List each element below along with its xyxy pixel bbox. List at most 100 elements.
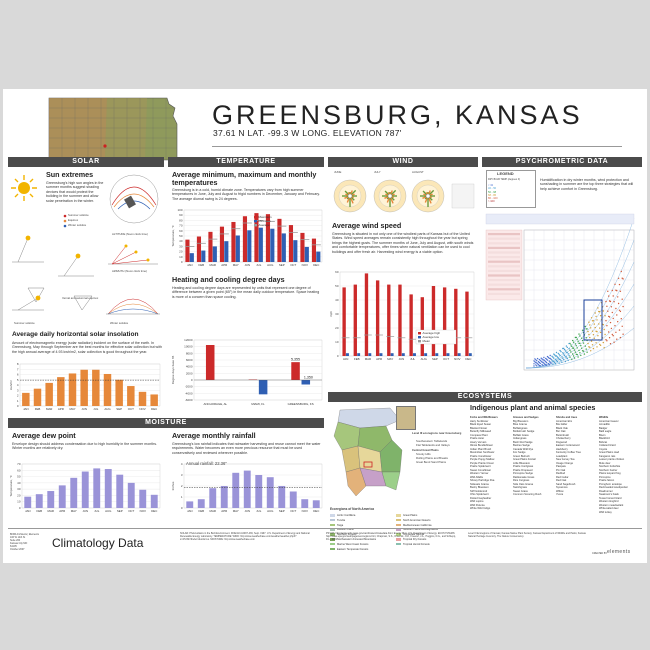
degree-days-heading: Heating and cooling degree days	[172, 275, 285, 284]
psych-data-point	[543, 356, 545, 359]
psych-data-point	[564, 350, 567, 352]
psych-rh-curve	[525, 261, 635, 369]
psych-data-point	[544, 363, 546, 365]
species-columns: Forbs and Wildflowers Hairy Sunflower Blac…	[470, 416, 642, 556]
sun-icon	[11, 175, 37, 201]
psych-data-point	[578, 342, 580, 344]
species-item: Osage Orange	[556, 461, 574, 465]
psych-strategy-row	[488, 246, 520, 249]
legend-label: Minimum	[259, 219, 272, 223]
eco-legend-label: Arctic Cordillera	[337, 514, 356, 517]
bar	[379, 353, 383, 356]
x-tick-label: APR	[58, 407, 64, 411]
psych-data-point	[615, 331, 617, 333]
psych-data-point	[619, 290, 622, 292]
psych-data-point	[611, 333, 613, 336]
species-item: Sweet Coneflower	[470, 468, 492, 472]
cooling-bar	[301, 380, 311, 385]
y-axis-label: Degree days base 65	[171, 355, 175, 384]
y-tick-label: 4000	[186, 365, 193, 369]
eco-legend-item: Taiga	[330, 524, 343, 527]
psych-data-point	[570, 344, 572, 346]
species-column-head: Shrubs and trees	[556, 416, 578, 419]
x-tick-label: NOV	[454, 357, 460, 361]
bar	[150, 394, 158, 406]
psych-data-point	[568, 348, 570, 350]
species-item: Porcupine	[599, 475, 611, 479]
eco-legend-swatch	[330, 523, 335, 527]
y-tick-label: 3	[181, 473, 183, 477]
y-tick-label: 0	[181, 260, 183, 264]
bar	[116, 474, 124, 508]
ecoregion	[345, 467, 367, 497]
y-tick-label: 60	[179, 229, 183, 233]
legend-swatch	[254, 224, 257, 227]
legend-swatch	[254, 220, 257, 223]
psych-data-point	[608, 337, 611, 339]
species-heading: Indigenous plant and animal species	[470, 403, 596, 412]
species-item: Stiff Goldenrod	[470, 489, 488, 493]
wind-chart: 0 10 20 30 40 50 60 JAN FEB MAR APR MAY JUN JUL AUG SEP…	[329, 270, 475, 361]
psych-data-point	[607, 290, 609, 292]
bar	[457, 353, 461, 356]
psych-data-point	[608, 300, 611, 302]
psych-data-point	[609, 343, 612, 345]
psych-data-point	[577, 340, 579, 342]
eco-legend-item: Northwestern Forested Mountains	[330, 538, 376, 541]
species-item: Prairie Cordgrass	[513, 465, 534, 468]
bar	[420, 297, 424, 356]
y-tick-label: -6000	[185, 398, 193, 402]
species-item: Bald eagle	[599, 430, 612, 433]
psych-data-point	[539, 359, 541, 362]
species-item: Showy Partridge Pea	[470, 479, 495, 482]
psych-data-point	[612, 295, 614, 297]
psych-data-point	[554, 361, 556, 364]
psych-data-point	[548, 360, 550, 362]
y-tick-label: 8	[17, 362, 19, 366]
psych-data-point	[561, 361, 563, 363]
bar	[58, 485, 66, 508]
species-item: Hackberry	[556, 447, 568, 451]
psych-legend-row: 32 - 50	[488, 187, 497, 191]
x-tick-label: JUL	[93, 407, 99, 411]
bar	[127, 386, 135, 406]
bar	[231, 221, 236, 262]
title-rule	[212, 146, 622, 147]
psych-data-point	[565, 351, 568, 353]
bar	[219, 226, 225, 262]
psych-data-point	[611, 289, 613, 292]
species-item: Pin Oak	[556, 468, 566, 472]
psych-data-point	[580, 354, 582, 357]
y-tick-label: 20	[179, 250, 183, 254]
x-tick-label: OCT	[290, 263, 296, 267]
species-column-head: Grasses and Sedges	[513, 416, 539, 419]
y-tick-label: 30	[17, 487, 21, 491]
sun-arcs-small	[106, 298, 160, 315]
species-item: Wild Alfalfa	[470, 475, 483, 479]
species-item: Bushy Bluestem	[470, 486, 489, 489]
bar	[232, 472, 240, 508]
psych-data-point	[605, 300, 607, 303]
psych-data-point	[608, 315, 610, 318]
psych-data-point	[610, 327, 613, 330]
psych-data-point	[541, 358, 543, 360]
psych-data-point	[596, 319, 598, 321]
psych-data-point	[590, 327, 592, 329]
x-tick-label: SEP	[279, 509, 285, 513]
bar	[293, 240, 298, 262]
bar	[33, 388, 42, 406]
psych-data-point	[614, 283, 616, 285]
eco-legend-swatch	[330, 542, 335, 546]
psych-data-point	[572, 353, 574, 355]
x-tick-label: JAN	[25, 509, 30, 513]
x-tick-label: ANCHORAGE, AL	[204, 402, 228, 406]
bar	[454, 288, 458, 356]
insolation-body: Amount of electromagnetic energy (solar …	[12, 341, 162, 354]
psych-data-point	[552, 356, 554, 358]
psych-data-point	[576, 347, 578, 349]
psych-legend-row: 86 - 100	[488, 197, 498, 201]
species-column: Grasses and Sedges Big Bluestem Blue Grama…	[513, 416, 555, 497]
species-item: Eastern Cottonwood	[556, 444, 580, 447]
legend-label: Average low	[423, 335, 440, 339]
y-tick-label: -2000	[185, 385, 193, 389]
